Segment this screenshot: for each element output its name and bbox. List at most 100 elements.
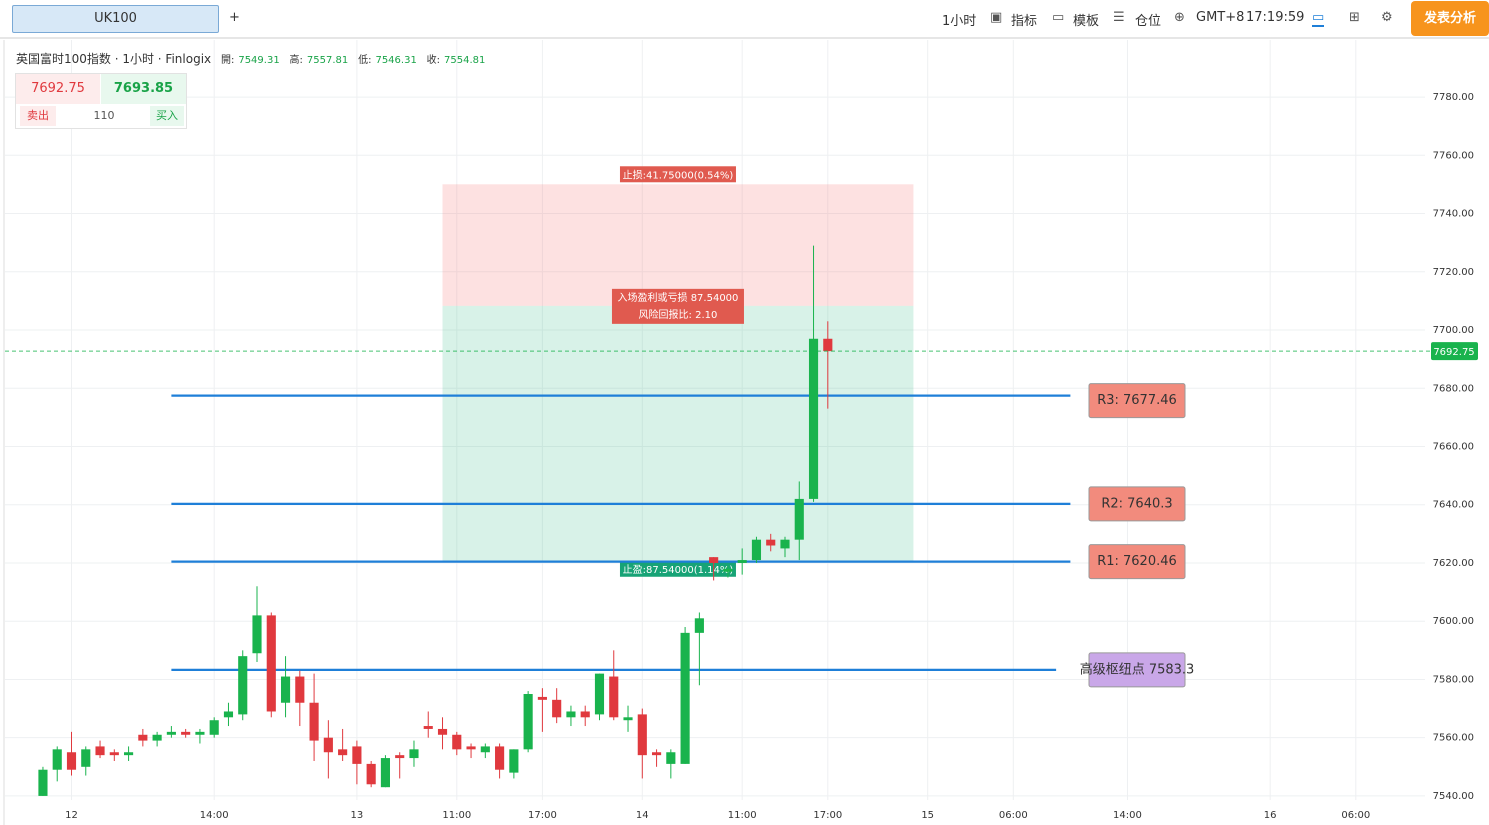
stop-zone (442, 184, 914, 306)
target-label-box (619, 560, 736, 577)
candle (723, 565, 733, 578)
candle-body (252, 615, 262, 654)
pnl-label: 入场盈利或亏损 87.54000 (618, 291, 739, 304)
candle (609, 650, 619, 721)
high-value: 7557.81 (306, 55, 349, 66)
candle-body (223, 711, 234, 718)
candle (209, 717, 219, 738)
x-tick-label: 14 (636, 810, 649, 821)
candle-body (338, 749, 348, 756)
candle-body (166, 731, 176, 735)
candle-body (395, 755, 405, 759)
open-label: 開: (220, 55, 235, 66)
candle (637, 708, 647, 779)
candle (181, 728, 191, 738)
candle-body (38, 769, 48, 796)
candle-body (181, 731, 191, 735)
candle (124, 746, 134, 761)
candle-body (680, 632, 690, 764)
candle-body (309, 702, 319, 741)
sell-button[interactable]: 卖出 (20, 106, 56, 126)
y-tick-label: 7580.00 (1433, 674, 1474, 685)
candle-body (495, 746, 505, 770)
candle (495, 743, 505, 779)
level-label-box (1088, 383, 1186, 419)
candle (566, 705, 576, 727)
y-tick-label: 7700.00 (1433, 325, 1474, 336)
candle (823, 321, 833, 409)
candle (552, 688, 562, 724)
x-tick-label: 11:00 (728, 810, 757, 821)
level-label: R1: 7620.46 (1097, 554, 1177, 569)
publish-button[interactable]: 发表分析 (1411, 1, 1489, 36)
x-tick-label: 11:00 (442, 810, 471, 821)
candle-body (380, 758, 391, 788)
timezone-button[interactable]: GMT+8 (1196, 10, 1245, 25)
grid-icon[interactable]: ⊞ (1349, 10, 1360, 25)
buy-button[interactable]: 买入 (150, 106, 184, 126)
candle-body (266, 615, 276, 712)
pnl-box (611, 288, 744, 324)
candle (38, 766, 48, 796)
candle-body (66, 752, 77, 770)
templates-button[interactable]: 模板 (1073, 14, 1100, 29)
candle (523, 691, 533, 753)
sell-price[interactable]: 7692.75 (16, 74, 100, 104)
candle-body (138, 734, 148, 741)
candle-body (566, 711, 576, 718)
candle (323, 720, 333, 779)
x-tick-label: 16 (1264, 810, 1277, 821)
candle (537, 688, 547, 732)
candle (295, 670, 305, 727)
candle-body (466, 746, 476, 750)
candle-body (280, 676, 291, 703)
candle (751, 536, 762, 563)
candle-body (480, 746, 490, 753)
quantity[interactable]: 110 (93, 109, 115, 122)
interval-button[interactable]: 1小时 (942, 14, 977, 29)
y-tick-label: 7540.00 (1433, 791, 1474, 802)
candle (52, 746, 62, 782)
candle-body (780, 539, 790, 549)
x-tick-label: 14:00 (200, 810, 229, 821)
x-tick-label: 12 (65, 810, 78, 821)
buy-price[interactable]: 7693.85 (101, 74, 186, 104)
candle-body (195, 731, 205, 735)
candle (238, 650, 248, 721)
level-label-box (1088, 486, 1186, 522)
layout-icon[interactable]: ▭ (1312, 10, 1325, 27)
positions-button[interactable]: 仓位 (1135, 14, 1162, 29)
y-tick-label: 7560.00 (1433, 733, 1474, 744)
candle-body (81, 749, 91, 767)
candle-body (609, 676, 619, 718)
candle-body (594, 673, 605, 715)
candle-body (823, 338, 833, 352)
add-tab[interactable]: + (229, 10, 240, 25)
x-tick-label: 15 (921, 810, 934, 821)
x-tick-label: 13 (351, 810, 364, 821)
candle-body (152, 734, 162, 741)
symbol-tab[interactable]: UK100 (12, 5, 219, 33)
candle (380, 755, 391, 788)
candle (466, 743, 476, 759)
candle-body (737, 560, 747, 563)
candle-body (623, 717, 633, 721)
candle (95, 740, 105, 759)
x-tick-label: 06:00 (1341, 810, 1370, 821)
low-label: 低: (358, 55, 372, 66)
legend: 英国富时100指数 · 1小时 · Finlogix 開: 7549.31 高: 7… (16, 50, 491, 67)
indicators-button[interactable]: 指标 (1011, 14, 1038, 29)
candle (223, 702, 234, 727)
candle (651, 749, 662, 767)
x-tick-label: 17:00 (528, 810, 557, 821)
clock: 17:19:59 (1246, 10, 1305, 25)
toolbar: UK100 + 1小时 ▣ 指标 ▭ 模板 ☰ 仓位 ⊕ GMT+8 17:19… (0, 0, 1489, 39)
settings-icon[interactable]: ⚙ (1381, 10, 1393, 25)
level-label: R2: 7640.3 (1101, 496, 1172, 511)
candle (780, 536, 790, 558)
candle (709, 557, 719, 581)
y-tick-label: 7740.00 (1433, 209, 1474, 220)
candle-body (694, 618, 704, 633)
candle (580, 705, 590, 727)
y-tick-label: 7660.00 (1433, 441, 1474, 452)
